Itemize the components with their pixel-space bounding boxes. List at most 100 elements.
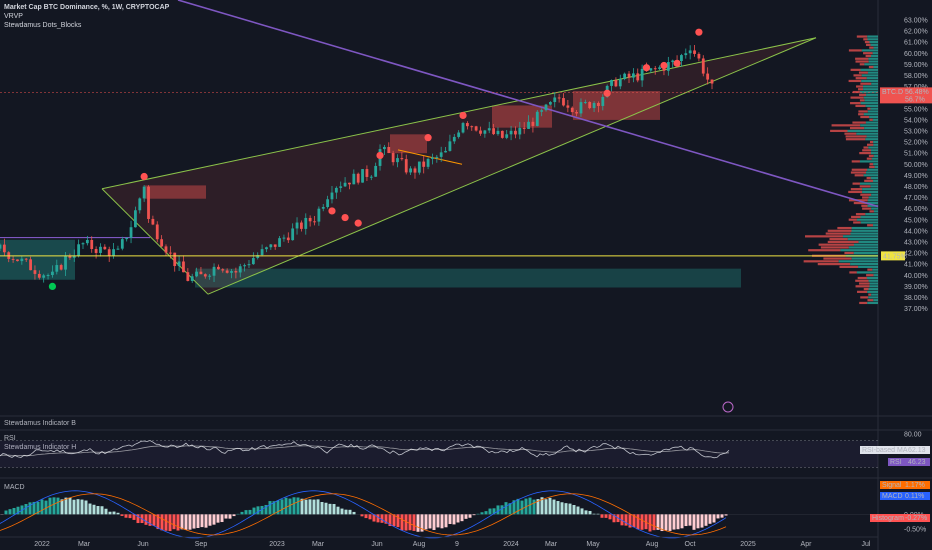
volume-profile-bar-up: [860, 68, 878, 71]
price-tick-label: 53.00%: [904, 129, 928, 136]
candle-body: [195, 271, 198, 277]
macd-tag-label: MACD: [882, 493, 903, 500]
candle-body: [339, 186, 343, 188]
indicator-dots-blocks-label[interactable]: Stewdamus Dots_Blocks: [4, 22, 82, 29]
volume-profile-bar-down: [864, 179, 874, 182]
volume-profile-bar-down: [868, 293, 872, 296]
candle-body: [295, 222, 299, 229]
candle-body: [431, 157, 434, 159]
rsi-tag-label: RSI: [890, 459, 902, 466]
volume-profile-bar-down: [839, 265, 859, 268]
macd-histogram-bar: [156, 514, 160, 530]
time-tick-label: Mar: [78, 541, 91, 548]
macd-histogram-bar: [152, 514, 156, 526]
volume-profile-bar-down: [851, 160, 860, 163]
rsi-ma-tag: [860, 446, 930, 454]
candle-body: [614, 79, 618, 87]
macd-histogram-bar: [192, 514, 196, 529]
macd-histogram-bar: [304, 499, 308, 515]
volume-profile-bar-up: [866, 276, 878, 280]
candle-body: [247, 264, 251, 266]
candle-body: [649, 68, 653, 71]
volume-profile-bar-up: [850, 263, 878, 266]
candle-body: [334, 187, 338, 193]
candle-body: [356, 173, 360, 183]
volume-profile-bar-up: [867, 301, 878, 305]
volume-profile-bar-down: [862, 149, 872, 152]
candle-body: [0, 244, 2, 249]
indicator-b-label: Stewdamus Indicator B: [4, 420, 76, 427]
candle-body: [68, 255, 72, 258]
candle-body: [134, 210, 137, 228]
candle-body: [155, 224, 159, 240]
time-tick-label: Jul: [862, 541, 871, 548]
volume-profile-bar-down: [858, 113, 864, 116]
macd-histogram-bar: [532, 499, 536, 515]
candle-body: [631, 73, 635, 78]
volume-profile-bar-down: [867, 224, 874, 227]
indicator-vrvp-label[interactable]: VRVP: [4, 13, 23, 20]
volume-profile-bar-up: [866, 201, 878, 205]
candle-body: [671, 60, 675, 63]
candle-body: [439, 152, 443, 157]
price-tick-label: 59.00%: [904, 62, 928, 69]
candle-body: [483, 130, 487, 134]
macd-histogram-bar: [440, 514, 444, 529]
macd-histogram-bar: [580, 508, 584, 515]
volume-profile-bar-up: [859, 90, 878, 94]
candle-body: [597, 102, 600, 106]
macd-histogram-bar: [688, 514, 692, 526]
candle-body: [72, 255, 76, 258]
candle-body: [243, 265, 247, 267]
volume-profile-bar-up: [851, 226, 878, 230]
candle-body: [583, 102, 587, 104]
volume-profile-bar-up: [863, 96, 878, 99]
candle-body: [444, 150, 447, 153]
candle-body: [461, 123, 465, 133]
candle-body: [107, 249, 111, 256]
candle-body: [505, 134, 509, 138]
macd-histogram-bar: [592, 513, 596, 515]
macd-histogram-bar: [568, 503, 572, 515]
rsi-tick-label: 80.00: [904, 432, 922, 439]
macd-histogram-bar: [456, 514, 460, 523]
candle-body: [173, 252, 177, 267]
volume-profile-bar-down: [844, 251, 854, 255]
rsi-tag: [888, 458, 930, 466]
red-signal-dot: [354, 219, 362, 227]
volume-profile-bar-up: [856, 132, 878, 135]
candle-body: [24, 258, 28, 260]
macd-histogram-bar: [348, 509, 352, 515]
macd-histogram-bar: [88, 503, 92, 515]
volume-profile-bar-down: [855, 104, 866, 108]
candle-body: [234, 271, 238, 273]
candle-body: [448, 141, 452, 151]
macd-histogram-bar: [220, 514, 224, 523]
macd-histogram-bar: [612, 514, 616, 523]
candle-body: [221, 269, 225, 271]
macd-histogram-bar: [208, 514, 212, 526]
macd-histogram-bar: [684, 514, 688, 527]
candle-body: [452, 136, 456, 142]
time-tick-label: Sep: [195, 541, 208, 548]
candle-body: [256, 255, 260, 259]
volume-profile-bar-up: [873, 143, 878, 146]
candle-body: [413, 168, 417, 173]
candle-body: [522, 127, 526, 129]
macd-histogram-bar: [132, 514, 136, 520]
volume-profile-bar-down: [860, 82, 872, 85]
indicator-h-label: Stewdamus Indicator H: [4, 444, 76, 451]
time-tick-label: 2022: [34, 541, 50, 548]
candle-body: [610, 79, 613, 86]
candle-body: [457, 132, 461, 137]
candle-body: [693, 50, 696, 54]
volume-profile-bar-up: [865, 138, 878, 141]
macd-histogram-bar: [288, 498, 292, 515]
macd-histogram-bar: [44, 500, 48, 515]
macd-histogram-bar: [176, 514, 180, 531]
signal-tag-value: 1.17%: [905, 482, 925, 489]
time-tick-label: Oct: [685, 541, 696, 548]
macd-histogram-bar: [676, 514, 680, 530]
macd-histogram-bar: [240, 511, 244, 515]
